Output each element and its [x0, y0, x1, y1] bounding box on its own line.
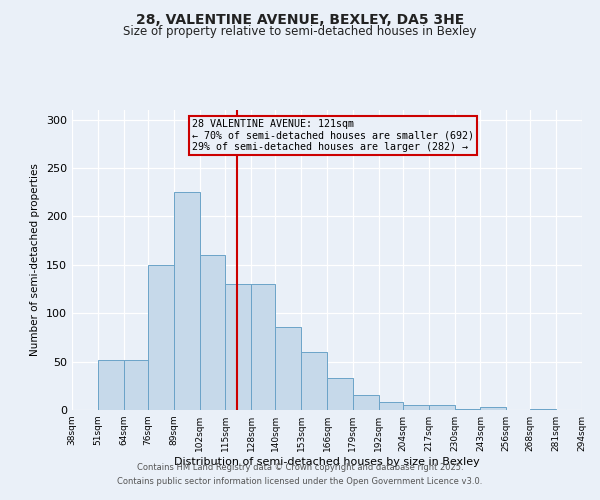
Bar: [428, 405, 455, 410]
Bar: [98, 360, 124, 410]
Bar: [148, 265, 173, 410]
Bar: [275, 327, 301, 410]
Text: 28, VALENTINE AVENUE, BEXLEY, DA5 3HE: 28, VALENTINE AVENUE, BEXLEY, DA5 3HE: [136, 12, 464, 26]
Bar: [173, 192, 199, 410]
Bar: [327, 378, 353, 410]
Bar: [251, 284, 275, 410]
Bar: [353, 394, 379, 410]
Text: Contains HM Land Registry data © Crown copyright and database right 2025.: Contains HM Land Registry data © Crown c…: [137, 464, 463, 472]
Text: Size of property relative to semi-detached houses in Bexley: Size of property relative to semi-detach…: [123, 25, 477, 38]
Bar: [481, 407, 506, 410]
Text: Contains public sector information licensed under the Open Government Licence v3: Contains public sector information licen…: [118, 477, 482, 486]
Bar: [301, 352, 327, 410]
Bar: [226, 284, 251, 410]
X-axis label: Distribution of semi-detached houses by size in Bexley: Distribution of semi-detached houses by …: [174, 457, 480, 467]
Text: 28 VALENTINE AVENUE: 121sqm
← 70% of semi-detached houses are smaller (692)
29% : 28 VALENTINE AVENUE: 121sqm ← 70% of sem…: [192, 119, 474, 152]
Bar: [199, 255, 226, 410]
Bar: [403, 405, 428, 410]
Bar: [379, 402, 403, 410]
Bar: [124, 360, 148, 410]
Bar: [530, 409, 556, 410]
Y-axis label: Number of semi-detached properties: Number of semi-detached properties: [31, 164, 40, 356]
Bar: [455, 409, 481, 410]
